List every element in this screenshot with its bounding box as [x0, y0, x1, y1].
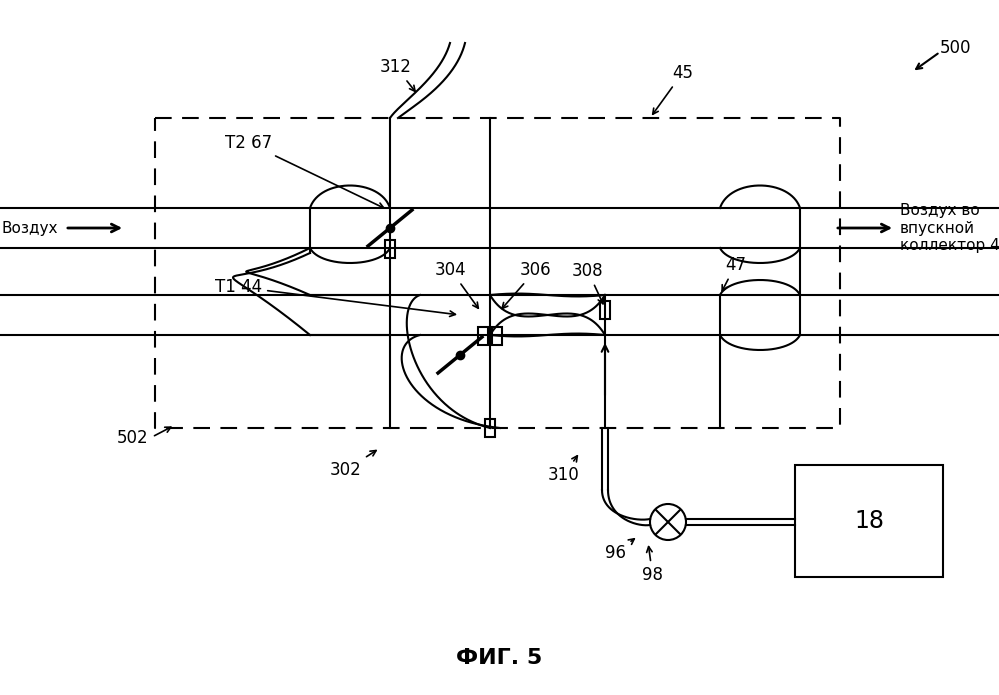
- Text: 304: 304: [435, 261, 479, 308]
- Bar: [485, 419, 495, 437]
- Text: 310: 310: [548, 456, 579, 484]
- Bar: [492, 327, 502, 345]
- Text: T2 67: T2 67: [225, 134, 384, 208]
- Text: 306: 306: [502, 261, 551, 309]
- Text: 45: 45: [652, 64, 693, 114]
- Text: 302: 302: [330, 450, 376, 479]
- Bar: [385, 240, 395, 258]
- Text: 502: 502: [116, 429, 148, 447]
- Text: 96: 96: [605, 539, 634, 562]
- Text: 18: 18: [854, 509, 884, 533]
- Text: Воздух: Воздух: [2, 220, 58, 236]
- Text: 500: 500: [940, 39, 971, 57]
- Text: 47: 47: [722, 256, 746, 291]
- Bar: [478, 327, 488, 345]
- Text: 308: 308: [572, 262, 603, 304]
- Text: T1 44: T1 44: [215, 278, 456, 316]
- Circle shape: [650, 504, 686, 540]
- Text: Воздух во
впускной
коллектор 42: Воздух во впускной коллектор 42: [900, 203, 999, 253]
- Bar: [600, 301, 610, 319]
- Text: 312: 312: [380, 58, 416, 91]
- Text: 98: 98: [642, 546, 663, 584]
- Bar: [795, 465, 943, 577]
- Text: ФИГ. 5: ФИГ. 5: [456, 648, 542, 668]
